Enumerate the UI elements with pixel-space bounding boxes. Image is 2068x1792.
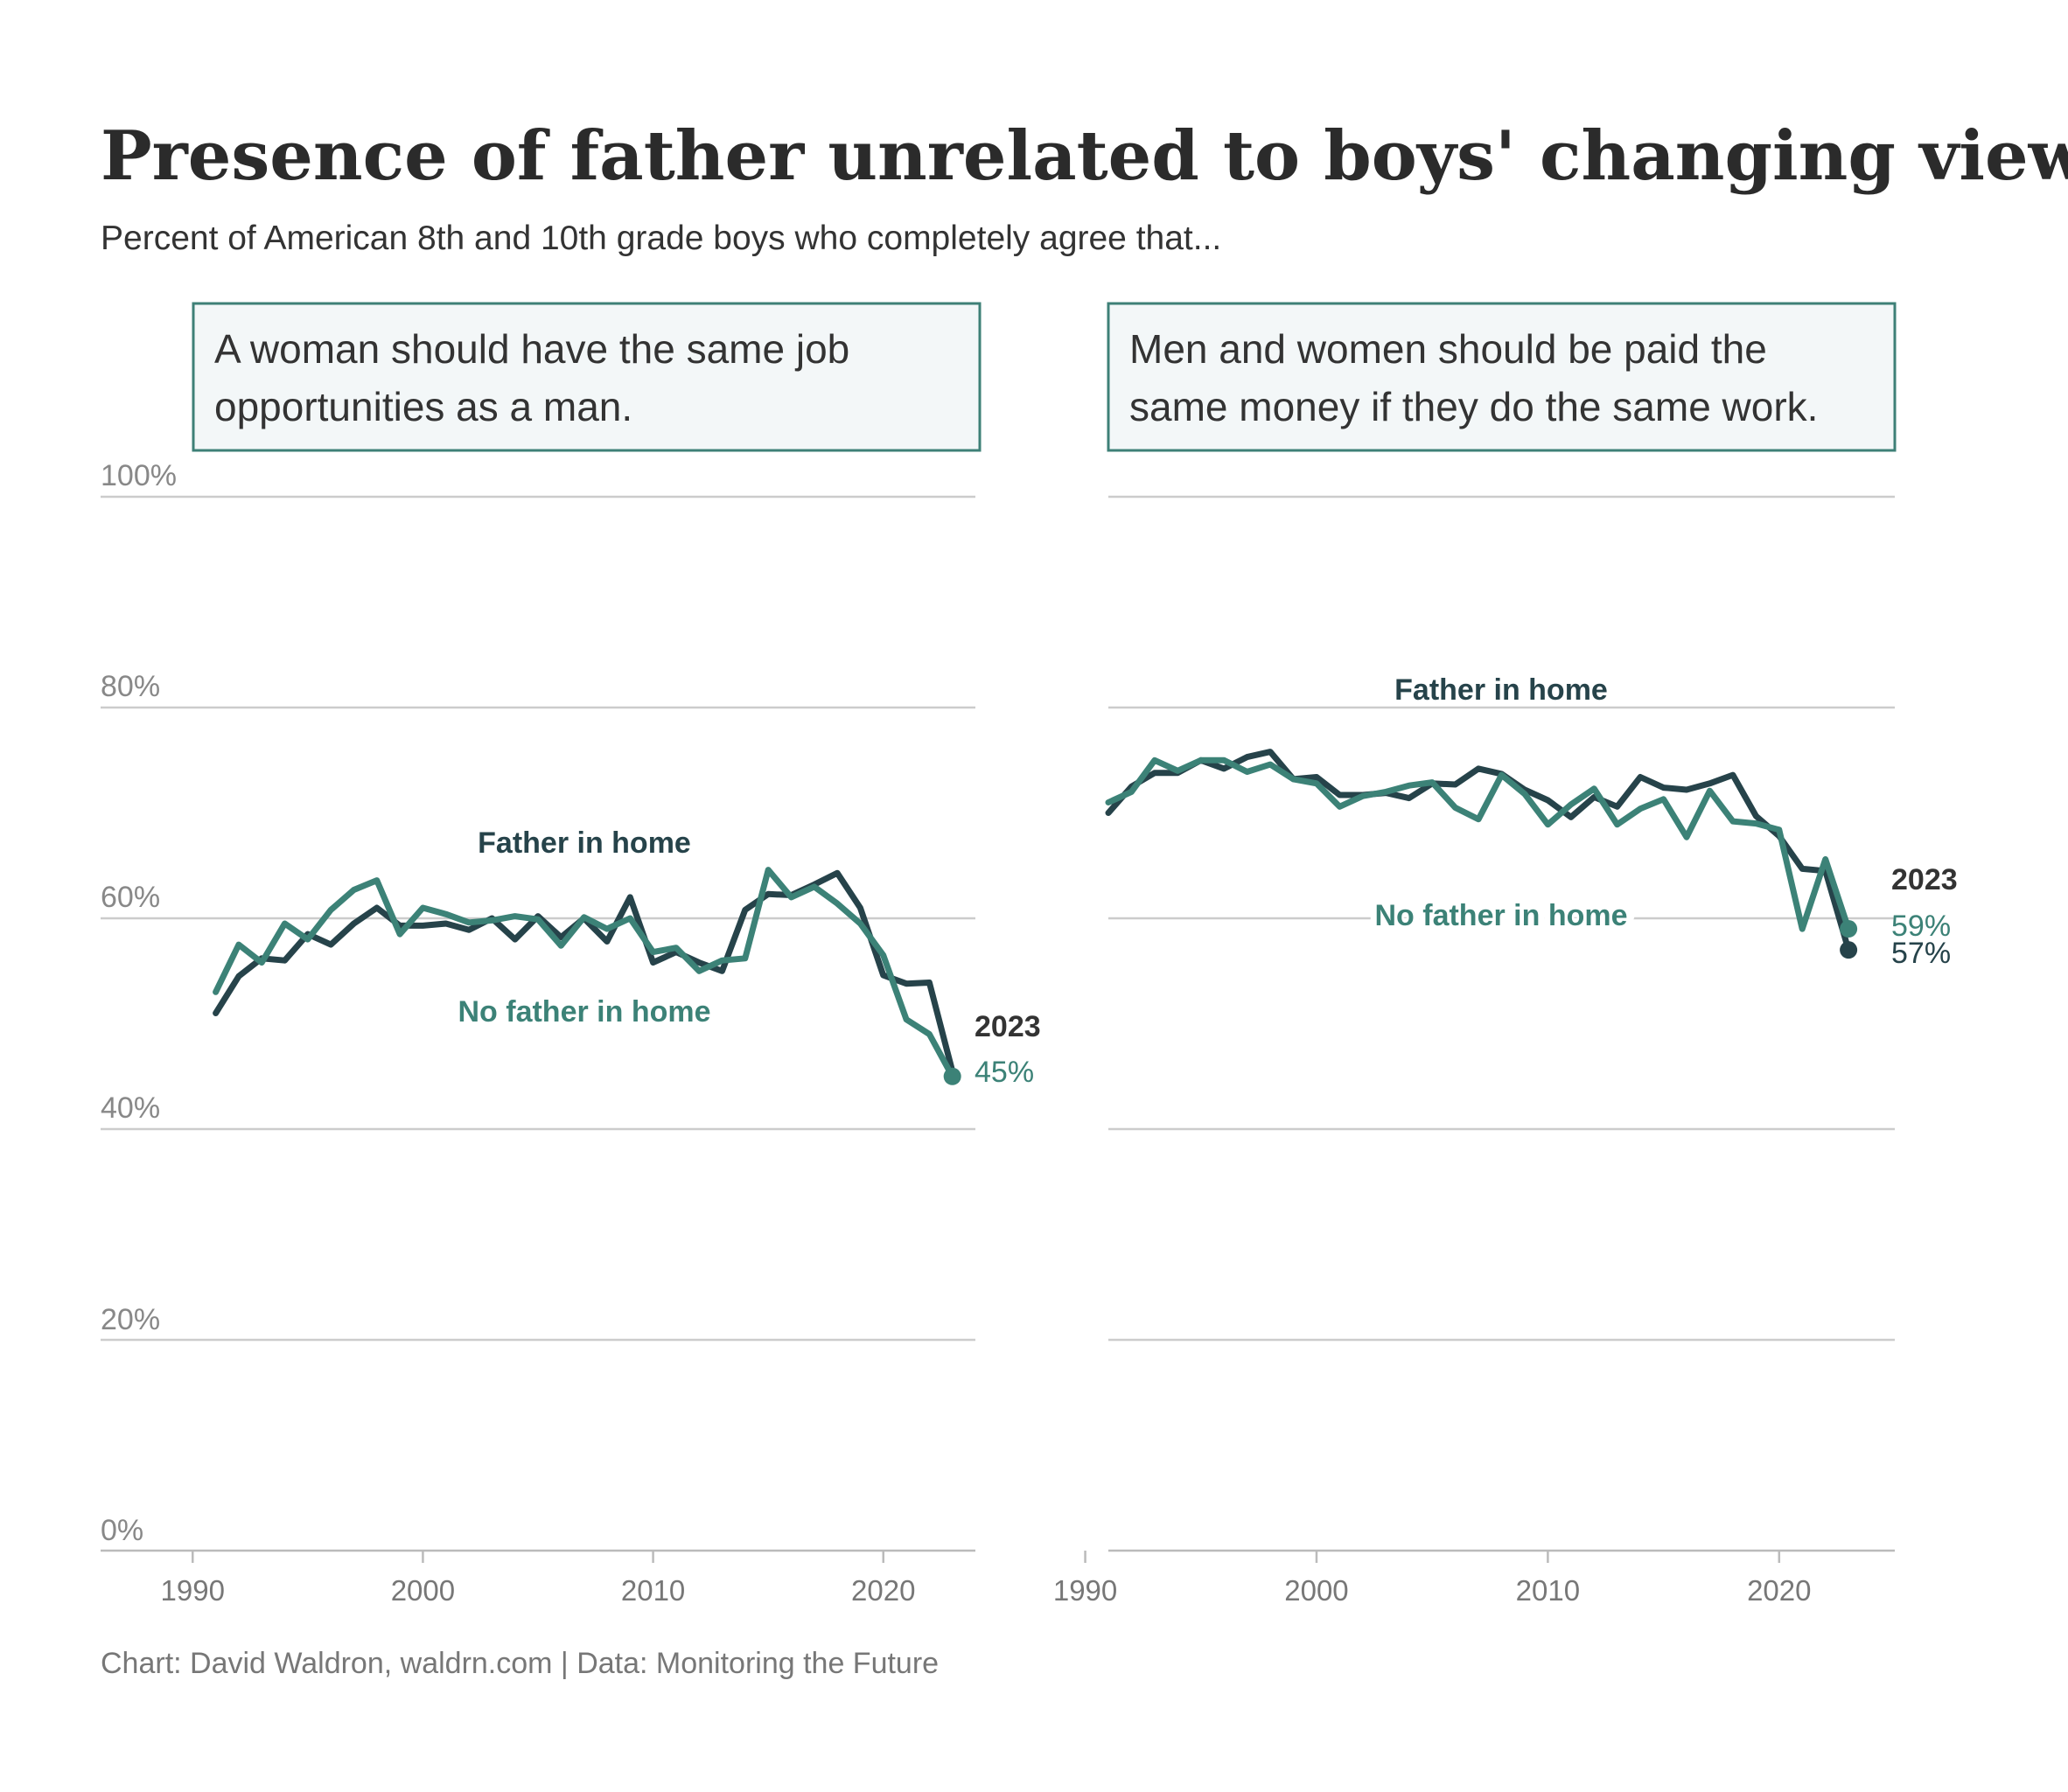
y-tick-label: 0% bbox=[101, 1514, 143, 1547]
panel-equal-pay: Men and women should be paid the same mo… bbox=[1053, 302, 1958, 1607]
series-label-father: Father in home bbox=[1394, 673, 1608, 707]
chart-subtitle: Percent of American 8th and 10th grade b… bbox=[101, 220, 1221, 257]
x-tick-label: 1990 bbox=[161, 1574, 225, 1607]
end-year-label: 2023 bbox=[975, 1010, 1041, 1043]
x-tick-label: 1990 bbox=[1053, 1574, 1117, 1607]
y-tick-label: 60% bbox=[101, 881, 160, 914]
series-line-no-father bbox=[1105, 757, 1852, 932]
chart-caption: Chart: David Waldron, waldrn.com | Data:… bbox=[101, 1647, 939, 1680]
panel-title-box bbox=[192, 302, 982, 452]
end-point-father bbox=[1840, 941, 1858, 959]
x-tick-label: 2010 bbox=[1516, 1574, 1580, 1607]
panel-title-line-1: Men and women should be paid the bbox=[1129, 326, 1767, 372]
y-tick-label: 20% bbox=[101, 1303, 160, 1336]
series-line-father bbox=[213, 869, 956, 1075]
series-label-no-father: No father in home bbox=[1374, 899, 1627, 932]
end-year-label: 2023 bbox=[1891, 863, 1958, 896]
end-value-label: 45% bbox=[975, 1056, 1034, 1089]
panel-title-line-2: same money if they do the same work. bbox=[1129, 384, 1818, 429]
panel-title-box bbox=[1107, 302, 1897, 452]
chart-title: Presence of father unrelated to boys' ch… bbox=[101, 116, 2068, 196]
end-value-label: 59% bbox=[1891, 910, 1951, 943]
y-tick-label: 40% bbox=[101, 1091, 160, 1125]
end-value-label: 57% bbox=[1891, 937, 1951, 970]
series-line-no-father bbox=[213, 867, 956, 1080]
x-tick-label: 2020 bbox=[1747, 1574, 1811, 1607]
panel-title-line-1: A woman should have the same job bbox=[214, 326, 849, 372]
series-label-no-father: No father in home bbox=[458, 995, 710, 1028]
series-label-father: Father in home bbox=[478, 826, 691, 860]
end-point-no-father bbox=[1840, 920, 1858, 938]
end-point-no-father bbox=[943, 1067, 961, 1085]
x-tick-label: 2000 bbox=[391, 1574, 455, 1607]
x-tick-label: 2010 bbox=[621, 1574, 685, 1607]
panel-title-line-2: opportunities as a man. bbox=[214, 384, 632, 429]
y-tick-label: 100% bbox=[101, 459, 177, 492]
x-tick-label: 2000 bbox=[1284, 1574, 1348, 1607]
panel-job-opportunities: A woman should have the same job opportu… bbox=[101, 302, 1041, 1607]
y-tick-label: 80% bbox=[101, 670, 160, 703]
x-tick-label: 2020 bbox=[851, 1574, 915, 1607]
